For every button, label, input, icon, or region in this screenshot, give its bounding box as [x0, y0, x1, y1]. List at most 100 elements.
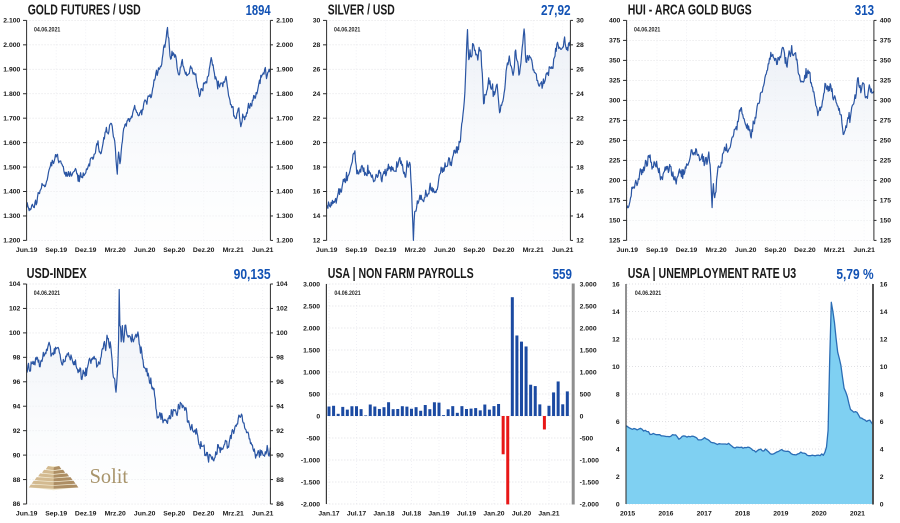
svg-text:Jun.20: Jun.20: [134, 511, 156, 518]
svg-text:0: 0: [616, 501, 620, 508]
svg-text:98: 98: [13, 355, 21, 362]
svg-text:98: 98: [276, 355, 284, 362]
svg-text:18: 18: [576, 164, 584, 171]
svg-text:559: 559: [553, 267, 572, 283]
svg-text:0: 0: [580, 413, 584, 420]
svg-text:4: 4: [880, 446, 884, 453]
svg-text:Dez.19: Dez.19: [375, 247, 397, 254]
svg-text:26: 26: [576, 67, 584, 74]
svg-text:94: 94: [276, 403, 284, 410]
svg-text:14: 14: [313, 213, 321, 220]
svg-text:-1.000: -1.000: [301, 457, 320, 464]
svg-text:100: 100: [276, 330, 288, 337]
svg-text:2.500: 2.500: [303, 303, 320, 310]
svg-text:Sep.20: Sep.20: [163, 511, 185, 518]
svg-text:6: 6: [616, 419, 620, 426]
svg-text:2.000: 2.000: [276, 42, 293, 49]
svg-text:2020: 2020: [812, 511, 827, 518]
svg-text:500: 500: [309, 391, 321, 398]
svg-text:1.800: 1.800: [276, 91, 293, 98]
svg-text:-1.500: -1.500: [301, 479, 320, 486]
svg-text:400: 400: [880, 18, 892, 25]
svg-text:96: 96: [276, 379, 284, 386]
svg-text:-2.000: -2.000: [580, 501, 599, 508]
svg-text:Jul.20: Jul.20: [512, 511, 531, 518]
svg-text:400: 400: [609, 18, 621, 25]
svg-text:2021: 2021: [850, 511, 865, 518]
svg-text:175: 175: [880, 198, 892, 205]
svg-text:Jan.20: Jan.20: [483, 511, 504, 518]
svg-text:Mrz.20: Mrz.20: [105, 511, 126, 518]
svg-text:USD-INDEX: USD-INDEX: [27, 265, 87, 282]
svg-text:225: 225: [880, 158, 892, 165]
svg-text:2015: 2015: [620, 511, 635, 518]
svg-text:-2.000: -2.000: [301, 501, 320, 508]
svg-text:1.500: 1.500: [3, 164, 20, 171]
svg-text:2.100: 2.100: [276, 18, 293, 25]
svg-text:275: 275: [880, 118, 892, 125]
svg-text:Dez.19: Dez.19: [75, 511, 97, 518]
svg-text:102: 102: [9, 306, 21, 313]
svg-text:2.000: 2.000: [580, 325, 597, 332]
svg-text:Jun.19: Jun.19: [316, 247, 338, 254]
svg-text:86: 86: [13, 501, 21, 508]
svg-text:350: 350: [880, 58, 892, 65]
svg-text:1.500: 1.500: [276, 164, 293, 171]
svg-text:-500: -500: [306, 435, 320, 442]
svg-text:Jan.19: Jan.19: [428, 511, 449, 518]
svg-text:24: 24: [576, 91, 584, 98]
svg-text:4: 4: [616, 446, 620, 453]
svg-text:300: 300: [609, 98, 621, 105]
svg-text:12: 12: [313, 238, 321, 245]
svg-text:200: 200: [609, 178, 621, 185]
svg-text:1.900: 1.900: [276, 67, 293, 74]
svg-text:Sep.19: Sep.19: [646, 247, 668, 254]
svg-text:Mrz.21: Mrz.21: [223, 247, 244, 254]
svg-text:125: 125: [880, 238, 892, 245]
svg-text:Jun.21: Jun.21: [552, 247, 574, 254]
svg-text:Jun.21: Jun.21: [252, 247, 274, 254]
svg-text:Jan.18: Jan.18: [373, 511, 394, 518]
svg-text:10: 10: [880, 364, 888, 371]
svg-text:Jul.18: Jul.18: [402, 511, 421, 518]
svg-text:90,135: 90,135: [234, 267, 271, 283]
svg-text:Jan.21: Jan.21: [538, 511, 559, 518]
svg-text:04.06.2021: 04.06.2021: [34, 290, 61, 297]
svg-text:1.400: 1.400: [3, 189, 20, 196]
svg-text:Jun.21: Jun.21: [252, 511, 274, 518]
svg-text:86: 86: [276, 501, 284, 508]
svg-text:Jun.19: Jun.19: [16, 511, 38, 518]
svg-text:16: 16: [313, 189, 321, 196]
svg-text:0: 0: [316, 413, 320, 420]
svg-text:USA | NON FARM PAYROLLS: USA | NON FARM PAYROLLS: [328, 265, 474, 282]
svg-text:Solit: Solit: [90, 464, 129, 488]
svg-text:300: 300: [880, 98, 892, 105]
svg-text:Jan.17: Jan.17: [318, 511, 339, 518]
svg-text:Mrz.21: Mrz.21: [223, 511, 244, 518]
svg-text:30: 30: [313, 18, 321, 25]
svg-text:04.06.2021: 04.06.2021: [634, 27, 661, 34]
svg-text:16: 16: [612, 281, 620, 288]
svg-text:150: 150: [880, 218, 892, 225]
svg-text:Jun.20: Jun.20: [434, 247, 456, 254]
svg-text:1.800: 1.800: [3, 91, 20, 98]
svg-text:1894: 1894: [246, 3, 271, 19]
svg-text:GOLD FUTURES / USD: GOLD FUTURES / USD: [28, 2, 141, 19]
svg-text:250: 250: [609, 138, 621, 145]
svg-text:8: 8: [616, 391, 620, 398]
svg-text:Jun.20: Jun.20: [134, 247, 156, 254]
svg-text:2: 2: [880, 474, 884, 481]
svg-text:92: 92: [13, 428, 21, 435]
svg-text:1.700: 1.700: [3, 115, 20, 122]
svg-text:27,92: 27,92: [541, 3, 571, 19]
svg-text:04.06.2021: 04.06.2021: [635, 290, 662, 297]
svg-text:Dez.20: Dez.20: [794, 247, 816, 254]
svg-text:375: 375: [880, 38, 892, 45]
svg-text:175: 175: [609, 198, 621, 205]
svg-text:1.000: 1.000: [303, 369, 320, 376]
svg-text:Dez.19: Dez.19: [676, 247, 698, 254]
svg-text:3.000: 3.000: [580, 281, 597, 288]
svg-text:1.600: 1.600: [276, 140, 293, 147]
svg-text:12: 12: [612, 336, 620, 343]
svg-text:1.900: 1.900: [3, 67, 20, 74]
